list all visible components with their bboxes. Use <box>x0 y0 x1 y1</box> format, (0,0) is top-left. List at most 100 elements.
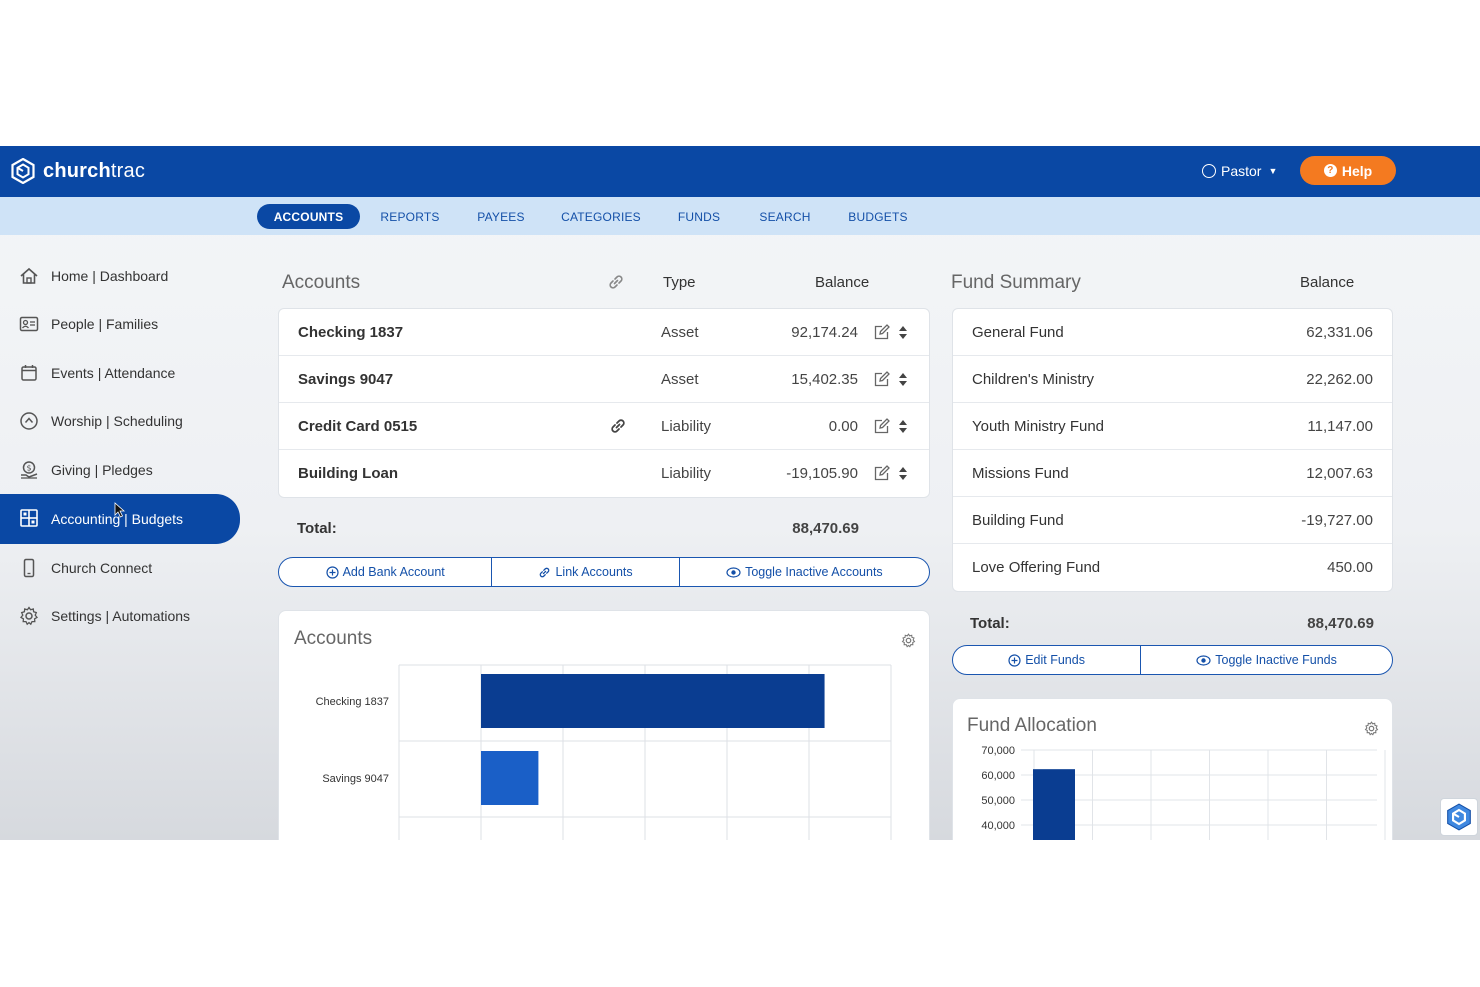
id-card-icon <box>19 316 39 332</box>
account-row[interactable]: Checking 1837 Asset 92,174.24 <box>279 309 929 356</box>
fund-balance: 22,262.00 <box>1306 371 1373 388</box>
account-balance: 15,402.35 <box>791 371 858 388</box>
account-name[interactable]: Building Loan <box>298 465 398 482</box>
fund-balance: -19,727.00 <box>1301 512 1373 529</box>
sort-icon[interactable] <box>898 465 908 482</box>
link-icon[interactable] <box>607 273 625 291</box>
linked-account-icon <box>611 419 625 433</box>
sort-icon[interactable] <box>898 371 908 388</box>
account-row[interactable]: Savings 9047 Asset 15,402.35 <box>279 356 929 403</box>
edit-icon[interactable] <box>873 371 890 388</box>
accounts-col-balance: Balance <box>815 274 870 291</box>
accounts-section-title: Accounts <box>282 272 361 293</box>
fund-name[interactable]: Love Offering Fund <box>972 559 1101 576</box>
chart-settings-gear-icon[interactable] <box>1364 721 1379 736</box>
fund-row[interactable]: General Fund 62,331.06 <box>953 309 1392 356</box>
account-type: Liability <box>661 465 712 482</box>
toggle-inactive-funds-label: Toggle Inactive Funds <box>1215 653 1337 667</box>
tab-payees[interactable]: PAYEES <box>477 209 525 224</box>
account-balance: 92,174.24 <box>791 324 858 341</box>
accounts-col-type: Type <box>663 274 696 291</box>
fund-summary-title: Fund Summary <box>951 272 1081 293</box>
home-icon <box>20 267 38 284</box>
account-balance: -19,105.90 <box>786 465 858 482</box>
sort-icon[interactable] <box>898 324 908 341</box>
sidebar-item-label: People | Families <box>51 316 159 332</box>
tab-categories[interactable]: CATEGORIES <box>561 209 641 224</box>
account-name[interactable]: Savings 9047 <box>298 371 394 388</box>
y-tick-label: 40,000 <box>981 820 1015 832</box>
sidebar-item-people[interactable]: People | Families <box>0 302 240 346</box>
help-button[interactable]: ? Help <box>1300 156 1396 185</box>
sidebar-item-settings[interactable]: Settings | Automations <box>0 594 240 638</box>
funds-total-value: 88,470.69 <box>1307 615 1374 632</box>
link-accounts-button[interactable]: Link Accounts <box>492 558 680 586</box>
edit-funds-label: Edit Funds <box>1025 653 1085 667</box>
sidebar-item-accounting[interactable]: Accounting | Budgets <box>0 494 240 544</box>
accounts-chart-panel: Accounts Checking 1837 Savings 9047 <box>278 610 930 840</box>
fund-summary-table: General Fund 62,331.06 Children's Minist… <box>952 308 1393 592</box>
add-bank-account-button[interactable]: Add Bank Account <box>279 558 493 586</box>
tab-funds[interactable]: FUNDS <box>677 209 721 224</box>
sidebar-item-events[interactable]: Events | Attendance <box>0 351 240 395</box>
tab-budgets[interactable]: BUDGETS <box>848 209 908 224</box>
toggle-inactive-funds-button[interactable]: Toggle Inactive Funds <box>1141 646 1392 674</box>
brand-name: churchtrac <box>43 160 145 183</box>
chart-gridlines <box>1021 749 1386 840</box>
sort-icon[interactable] <box>898 418 908 435</box>
fund-name[interactable]: Missions Fund <box>972 465 1069 482</box>
account-name[interactable]: Checking 1837 <box>298 324 404 341</box>
fund-row[interactable]: Love Offering Fund 450.00 <box>953 544 1392 591</box>
chart-category-label: Savings 9047 <box>322 773 389 785</box>
account-row[interactable]: Credit Card 0515 Liability 0.00 <box>279 403 929 450</box>
chart-settings-gear-icon[interactable] <box>901 633 916 648</box>
toggle-inactive-accounts-button[interactable]: Toggle Inactive Accounts <box>680 558 929 586</box>
chart-category-label: Checking 1837 <box>316 696 389 708</box>
edit-icon[interactable] <box>873 324 890 341</box>
fund-name[interactable]: Building Fund <box>972 512 1064 529</box>
top-bar: churchtrac Pastor ▼ ? Help <box>0 146 1480 197</box>
sidebar-item-home[interactable]: Home | Dashboard <box>0 254 240 298</box>
fund-name[interactable]: General Fund <box>972 324 1064 341</box>
funds-button-group: Edit Funds Toggle Inactive Funds <box>952 645 1393 675</box>
accounts-bar-chart: Checking 1837 Savings 9047 <box>316 664 892 840</box>
fund-name[interactable]: Youth Ministry Fund <box>972 418 1105 435</box>
fund-row[interactable]: Missions Fund 12,007.63 <box>953 450 1392 497</box>
edit-icon[interactable] <box>873 418 890 435</box>
account-name[interactable]: Credit Card 0515 <box>298 418 418 435</box>
edit-funds-button[interactable]: Edit Funds <box>953 646 1142 674</box>
user-menu[interactable]: Pastor ▼ <box>1202 163 1277 179</box>
accounts-total-label: Total: <box>297 520 337 537</box>
plus-circle-icon <box>1008 653 1021 667</box>
churchtrac-widget-icon <box>1447 803 1471 831</box>
y-tick-label: 50,000 <box>981 795 1015 807</box>
y-tick-label: 70,000 <box>981 745 1015 757</box>
fund-row[interactable]: Children's Ministry 22,262.00 <box>953 356 1392 403</box>
fund-balance: 12,007.63 <box>1306 465 1373 482</box>
sidebar-item-label: Church Connect <box>51 560 153 576</box>
account-row[interactable]: Building Loan Liability -19,105.90 <box>279 450 929 497</box>
tab-reports[interactable]: REPORTS <box>380 209 440 224</box>
accounts-total-value: 88,470.69 <box>792 520 859 537</box>
calendar-icon <box>21 365 37 381</box>
user-icon <box>1202 164 1216 178</box>
sidebar-item-label: Giving | Pledges <box>51 462 153 478</box>
funds-total-label: Total: <box>970 615 1010 632</box>
sidebar-item-giving[interactable]: $ Giving | Pledges <box>0 448 240 492</box>
chart-bar[interactable] <box>481 674 825 728</box>
fund-summary-col-balance: Balance <box>1300 274 1355 291</box>
edit-icon[interactable] <box>873 465 890 482</box>
fund-row[interactable]: Youth Ministry Fund 11,147.00 <box>953 403 1392 450</box>
sidebar-item-label: Settings | Automations <box>51 608 191 624</box>
sidebar-item-worship[interactable]: Worship | Scheduling <box>0 399 240 443</box>
chart-bar[interactable] <box>1033 769 1075 840</box>
brand-logo[interactable]: churchtrac <box>10 158 145 184</box>
fund-row[interactable]: Building Fund -19,727.00 <box>953 497 1392 544</box>
floating-support-widget[interactable] <box>1440 798 1478 836</box>
tab-search[interactable]: SEARCH <box>759 209 811 224</box>
fund-name[interactable]: Children's Ministry <box>972 371 1095 388</box>
tab-accounts[interactable]: ACCOUNTS <box>257 204 360 229</box>
sidebar-item-church-connect[interactable]: Church Connect <box>0 546 240 590</box>
account-type: Asset <box>661 371 699 388</box>
chart-bar[interactable] <box>481 751 539 805</box>
